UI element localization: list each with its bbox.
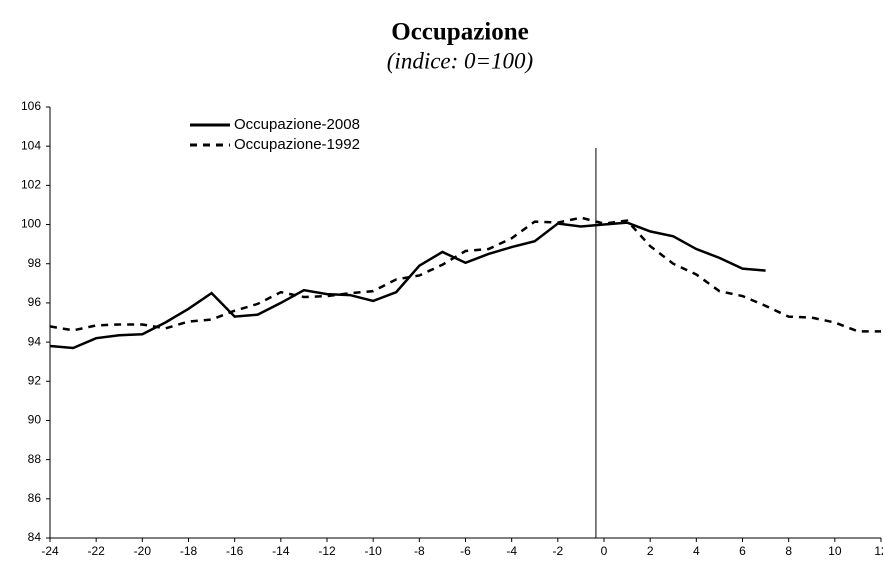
x-tick-label: -8 xyxy=(414,544,425,558)
series-line xyxy=(49,216,881,333)
y-tick-label: 96 xyxy=(28,295,42,309)
x-tick-label: 6 xyxy=(739,544,746,558)
chart-title: Occupazione xyxy=(391,19,529,46)
x-tick-label: -14 xyxy=(272,544,290,558)
y-tick-label: 98 xyxy=(28,256,42,270)
x-tick-label: -2 xyxy=(552,544,563,558)
y-tick-label: 100 xyxy=(21,217,41,231)
x-tick-label: -4 xyxy=(506,544,517,558)
series-line xyxy=(49,221,766,350)
x-tick-label: -12 xyxy=(318,544,336,558)
y-tick-label: 84 xyxy=(28,530,42,544)
y-tick-label: 104 xyxy=(21,138,41,152)
legend-text: Occupazione-2008 xyxy=(234,116,360,133)
x-tick-label: 10 xyxy=(828,544,842,558)
y-tick-label: 88 xyxy=(28,452,42,466)
x-tick-label: -6 xyxy=(460,544,471,558)
y-tick-label: 102 xyxy=(21,178,41,192)
x-tick-label: -24 xyxy=(41,544,59,558)
x-tick-label: 12 xyxy=(874,544,883,558)
x-tick-label: 2 xyxy=(647,544,654,558)
y-tick-label: 86 xyxy=(28,491,42,505)
x-tick-label: 8 xyxy=(785,544,792,558)
x-tick-label: -20 xyxy=(134,544,152,558)
x-tick-label: -16 xyxy=(226,544,244,558)
chart-subtitle: (indice: 0=100) xyxy=(387,48,533,73)
x-tick-label: -10 xyxy=(364,544,382,558)
y-tick-label: 106 xyxy=(21,99,41,113)
y-tick-label: 92 xyxy=(28,373,42,387)
x-tick-label: 4 xyxy=(693,544,700,558)
x-tick-label: -18 xyxy=(180,544,198,558)
y-tick-label: 90 xyxy=(28,413,42,427)
legend-text: Occupazione-1992 xyxy=(234,136,360,153)
y-tick-label: 94 xyxy=(28,334,42,348)
x-tick-label: -22 xyxy=(87,544,105,558)
x-tick-label: 0 xyxy=(601,544,608,558)
